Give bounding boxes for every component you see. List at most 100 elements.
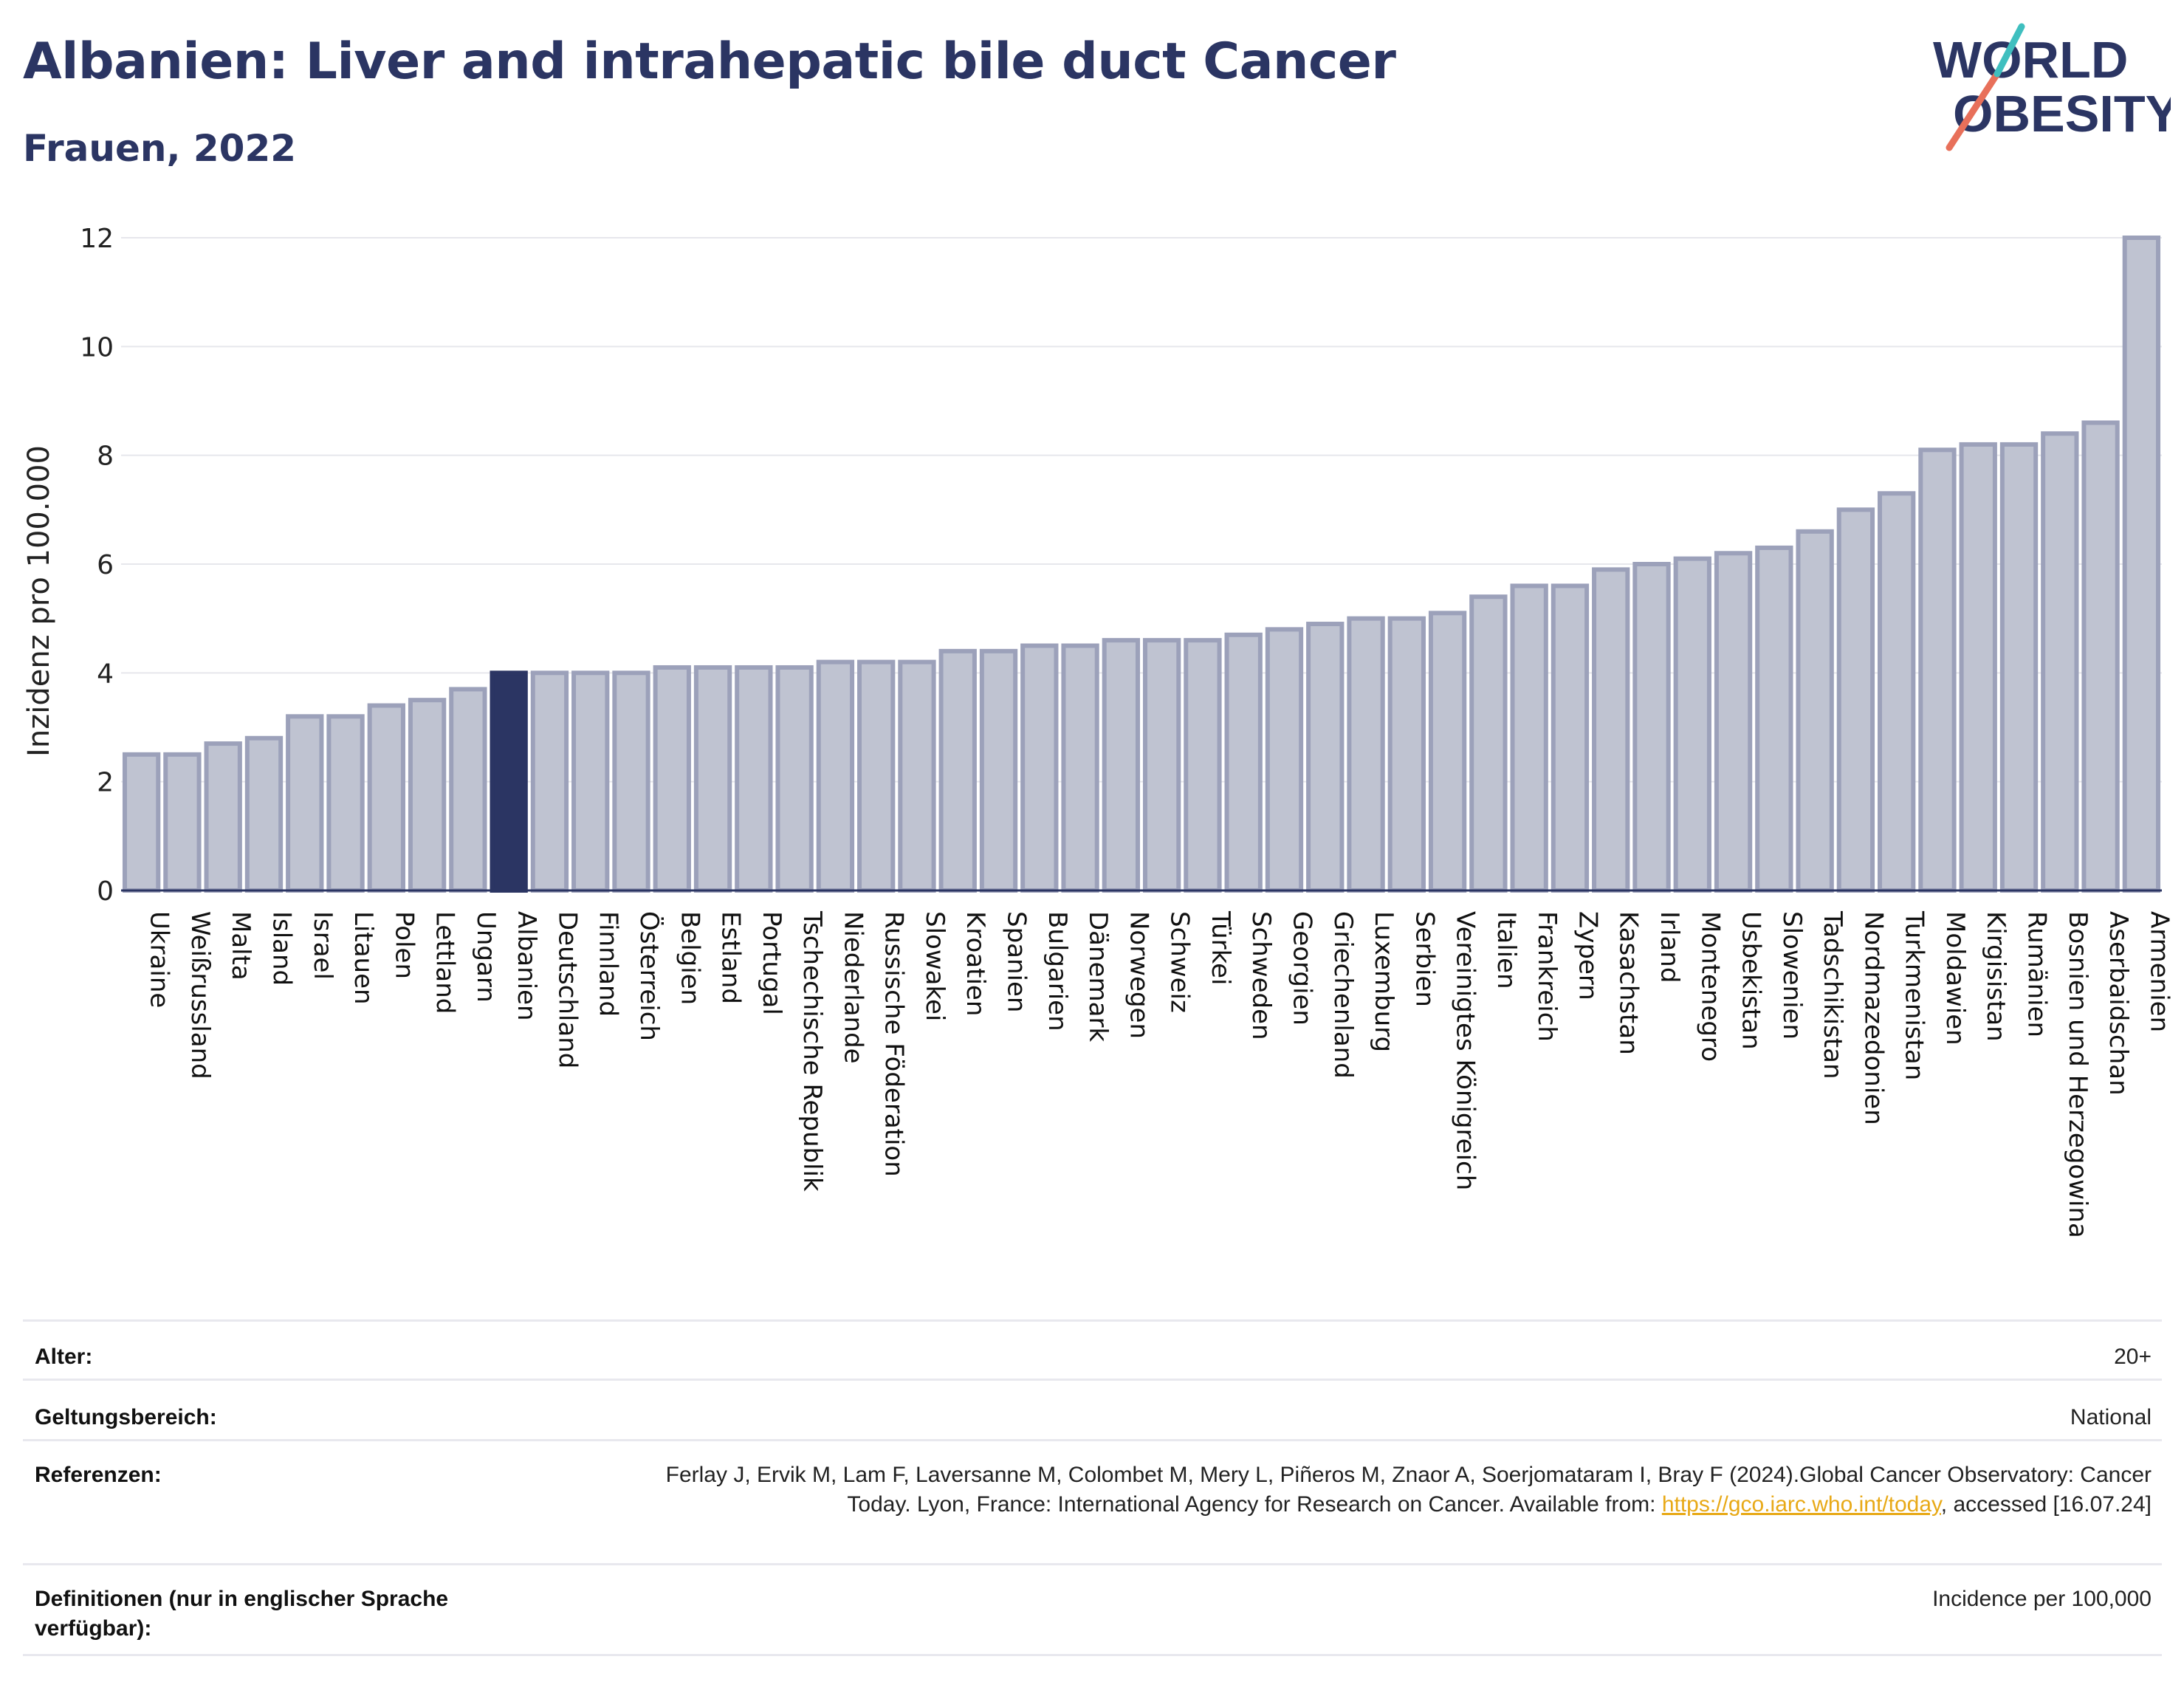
definitions-value: Incidence per 100,000	[1932, 1587, 2152, 1611]
bar-belgien	[653, 665, 691, 893]
bar-polen	[367, 703, 405, 893]
bar-nordmazedonien	[1836, 507, 1875, 893]
definitions-label: Definitionen (nur in englischer Sprache …	[35, 1587, 449, 1641]
row-definitions: Definitionen (nur in englischer Sprache …	[23, 1563, 2162, 1656]
x-tick-label: Bulgarien	[1043, 911, 1072, 1031]
bar-türkei	[1184, 638, 1222, 893]
bar-kroatien	[938, 648, 977, 893]
bar-frankreich	[1510, 583, 1548, 893]
y-tick-label: 2	[97, 768, 114, 798]
y-tick-label: 6	[97, 550, 114, 580]
x-tick-label: Weißrussland	[185, 911, 215, 1079]
y-tick-label: 4	[97, 659, 114, 689]
bar-deutschland	[530, 670, 569, 893]
x-tick-label: Finnland	[594, 911, 623, 1017]
x-tick-label: Malta	[226, 911, 255, 981]
y-tick-label: 0	[97, 876, 114, 907]
bar-zypern	[1551, 583, 1590, 893]
x-tick-label: Zypern	[1573, 911, 1602, 1000]
x-tick-label: Lettland	[430, 911, 460, 1014]
bar-estland	[693, 665, 732, 893]
x-tick-label: Israel	[308, 911, 337, 980]
bar-aserbaidschan	[2081, 420, 2120, 893]
bar-slowenien	[1755, 545, 1793, 893]
x-tick-label: Spanien	[1002, 911, 1031, 1012]
bar-portugal	[735, 665, 773, 893]
x-tick-label: Irland	[1655, 911, 1684, 983]
x-tick-label: Frankreich	[1532, 911, 1562, 1042]
x-tick-label: Österreich	[634, 911, 665, 1041]
x-tick-label: Luxemburg	[1369, 911, 1398, 1052]
bar-dänemark	[1061, 643, 1099, 893]
x-tick-label: Rumänien	[2022, 911, 2052, 1037]
x-tick-label: Türkei	[1206, 910, 1235, 985]
x-tick-label: Portugal	[757, 911, 786, 1015]
bar-schweden	[1224, 632, 1263, 893]
references-label: Referenzen:	[35, 1463, 162, 1487]
scope-value: National	[2070, 1405, 2152, 1429]
x-tick-label: Tadschikistan	[1818, 910, 1847, 1079]
x-tick-label: Schweden	[1246, 911, 1276, 1040]
x-tick-label: Kirgisistan	[1981, 911, 2010, 1042]
bar-italien	[1469, 594, 1508, 893]
bar-turkmenistan	[1878, 491, 1916, 893]
bar-georgien	[1265, 627, 1304, 893]
bar-albanien	[490, 670, 528, 893]
references-accessed: , accessed [16.07.24]	[1940, 1492, 2152, 1517]
x-tick-label: Serbien	[1409, 911, 1439, 1007]
bar-serbien	[1387, 616, 1426, 893]
bar-usbekistan	[1714, 551, 1753, 893]
x-tick-label: Kroatien	[961, 911, 990, 1016]
x-tick-label: Litauen	[348, 911, 378, 1005]
x-tick-label: Kasachstan	[1614, 911, 1644, 1055]
logo-line2: OBESITY	[1953, 85, 2171, 143]
x-tick-label: Estland	[716, 911, 746, 1004]
row-age: Alter: 20+	[23, 1319, 2162, 1379]
bar-kirgisistan	[1959, 442, 1997, 893]
x-tick-label: Slowakei	[920, 911, 950, 1021]
x-tick-label: Niederlande	[838, 911, 868, 1064]
x-tick-label: Georgien	[1287, 911, 1316, 1026]
bar-spanien	[979, 648, 1018, 893]
bar-armenien	[2122, 236, 2161, 893]
bar-slowakei	[898, 659, 936, 893]
x-tick-label: Turkmenistan	[1900, 910, 1929, 1080]
x-tick-label: Nordmazedonien	[1858, 911, 1888, 1125]
x-tick-label: Montenegro	[1695, 911, 1725, 1062]
x-tick-label: Italien	[1491, 911, 1521, 989]
bar-griechenland	[1306, 622, 1345, 893]
x-tick-label: Deutschland	[552, 911, 582, 1068]
bar-chart: 0 2 4 6 8 10 12 Inzidenz pro 100.000 Ukraine We…	[22, 224, 2174, 1238]
bar-tadschikistan	[1796, 529, 1834, 893]
bar-irland	[1632, 562, 1671, 893]
y-tick-label: 10	[80, 332, 114, 363]
x-tick-label: Aserbaidschan	[2104, 911, 2133, 1096]
bar-bosnien-und-herzegowina	[2041, 431, 2079, 893]
bar-litauen	[326, 714, 365, 893]
x-tick-label: Polen	[389, 911, 419, 979]
x-tick-label: Ukraine	[145, 911, 174, 1008]
bar-moldawien	[1918, 447, 1957, 893]
age-label: Alter:	[35, 1345, 93, 1369]
y-tick-label: 8	[97, 442, 114, 472]
logo-line1: WORLD	[1933, 31, 2128, 89]
world-obesity-logo: WORLD OBESITY	[1933, 23, 2171, 151]
bar-lettland	[408, 698, 447, 893]
chart-subtitle: Frauen, 2022	[23, 127, 297, 170]
bar-tschechische-republik	[775, 665, 814, 893]
bar-malta	[204, 741, 242, 893]
bar-montenegro	[1673, 556, 1711, 893]
chart-title: Albanien: Liver and intrahepatic bile du…	[23, 32, 1396, 91]
references-link[interactable]: https://gco.iarc.who.int/today	[1661, 1492, 1941, 1517]
bar-österreich	[612, 670, 650, 893]
row-scope: Geltungsbereich: National	[23, 1379, 2162, 1439]
x-tick-label: Belgien	[675, 911, 704, 1005]
references-value: Ferlay J, Ervik M, Lam F, Laversanne M, …	[601, 1460, 2162, 1520]
age-value: 20+	[2114, 1345, 2152, 1369]
y-tick-label: 12	[80, 224, 114, 254]
bar-russische-föderation	[857, 659, 896, 893]
y-axis-label: Inzidenz pro 100.000	[22, 445, 56, 757]
x-tick-labels: Ukraine Weißrussland Malta Island Israel Lita…	[145, 910, 2174, 1238]
bar-vereinigtes-königreich	[1428, 611, 1467, 893]
bar-norwegen	[1102, 638, 1141, 893]
